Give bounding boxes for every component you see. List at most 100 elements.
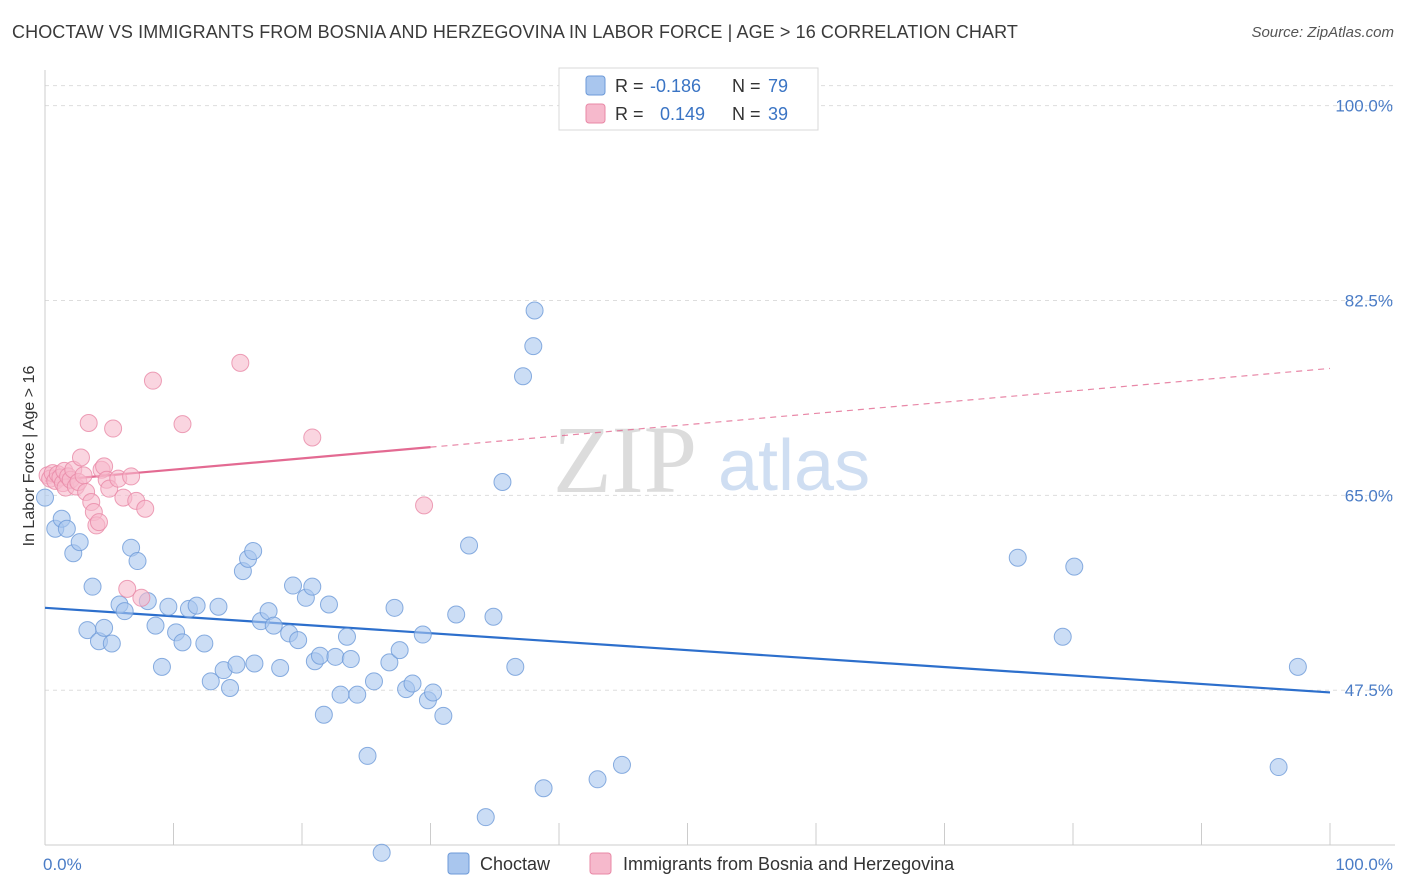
bottom-legend-label-choctaw: Choctaw [480,854,551,874]
bottom-legend-swatch-choctaw [447,852,470,875]
choctaw-point [506,657,525,676]
choctaw-point [70,533,89,552]
choctaw-point [57,519,76,538]
x-tick-label: 0.0% [43,855,82,874]
y-tick-label: 82.5% [1345,291,1393,310]
choctaw-point [146,616,165,635]
choctaw-point [447,605,466,624]
bosnia-point [122,467,141,486]
choctaw-point [413,625,432,644]
choctaw-point [173,633,192,652]
choctaw-point [385,598,404,617]
x-tick-label: 100.0% [1335,855,1393,874]
choctaw-point [244,542,263,561]
axes [44,70,1395,846]
choctaw-point [195,634,214,653]
choctaw-point [612,755,631,774]
legend-n-value: 39 [768,104,788,124]
choctaw-point [289,631,308,650]
choctaw-point [314,705,333,724]
choctaw-point [115,602,134,621]
choctaw-point [348,685,367,704]
choctaw-point [337,627,356,646]
choctaw-point [36,488,54,507]
legend-r-label: R = [615,104,644,124]
watermark-zip: ZIP [553,406,697,513]
choctaw-point [102,634,121,653]
choctaw-point [364,672,383,691]
choctaw-point [331,685,350,704]
watermark: ZIP atlas [553,406,870,513]
watermark-atlas: atlas [718,426,870,506]
choctaw-point [95,618,114,637]
bosnia-point [303,428,322,447]
bosnia-point [143,371,162,390]
y-tick-label: 100.0% [1335,97,1393,116]
choctaw-point [372,843,391,862]
legend-r-value: -0.186 [650,76,701,96]
choctaw-point [264,616,283,635]
choctaw-point [310,646,329,665]
choctaw-point [201,672,220,691]
choctaw-point [434,706,453,725]
choctaw-point [245,654,264,673]
choctaw-point [187,596,206,615]
legend-r-label: R = [615,76,644,96]
choctaw-point [128,552,147,571]
choctaw-point [284,576,303,595]
bosnia-point [231,353,250,372]
legend-n-label: N = [732,104,761,124]
choctaw-point [380,653,399,672]
legend-r-value: 0.149 [660,104,705,124]
choctaw-point [152,657,171,676]
grid [45,85,1395,691]
choctaw-point [341,650,360,669]
choctaw-point [476,808,495,827]
choctaw-point [319,595,338,614]
y-tick-label: 65.0% [1345,486,1393,505]
bosnia-point [79,413,98,432]
choctaw-point [424,683,443,702]
y-tick-labels: 47.5% 65.0% 82.5% 100.0% [1335,97,1393,701]
bosnia-point [89,513,108,532]
y-axis-label: In Labor Force | Age > 16 [21,366,38,547]
choctaw-point [221,678,240,697]
choctaw-point [493,472,512,491]
bosnia-point [118,579,137,598]
choctaw-point [514,367,533,386]
bosnia-point [74,466,93,485]
choctaw-point [326,647,345,666]
bottom-legend-swatch-bosnia [589,852,612,875]
chart-title: CHOCTAW VS IMMIGRANTS FROM BOSNIA AND HE… [12,22,1018,42]
bottom-legend: Choctaw Immigrants from Bosnia and Herze… [447,852,955,875]
choctaw-point [1053,627,1072,646]
choctaw-point [1065,557,1084,576]
bosnia-point [136,499,155,518]
chart-source: Source: ZipAtlas.com [1251,24,1394,41]
data-points [36,301,1307,862]
trend-line-1-dashed [430,367,1331,448]
x-tick-labels: 0.0% 100.0% [43,855,1393,874]
choctaw-point [588,770,607,789]
legend-swatch-bosnia [585,103,606,124]
bosnia-point [173,415,192,434]
bosnia-point [104,419,123,438]
trend-line-0 [44,606,1331,694]
choctaw-point [227,655,246,674]
choctaw-point [460,536,479,555]
choctaw-point [1269,758,1288,777]
bottom-legend-label-bosnia: Immigrants from Bosnia and Herzegovina [623,854,955,874]
choctaw-point [209,597,228,616]
y-tick-label: 47.5% [1345,681,1393,700]
choctaw-point [1008,548,1027,567]
choctaw-point [1288,657,1307,676]
choctaw-point [390,641,409,660]
bosnia-point [132,588,151,607]
choctaw-point [358,746,377,765]
choctaw-point [403,674,422,693]
choctaw-point [524,337,543,356]
choctaw-point [83,577,102,596]
bosnia-point [415,496,434,515]
legend: R = -0.186 N = 79 R = 0.149 N = 39 [558,67,819,131]
choctaw-point [271,658,290,677]
